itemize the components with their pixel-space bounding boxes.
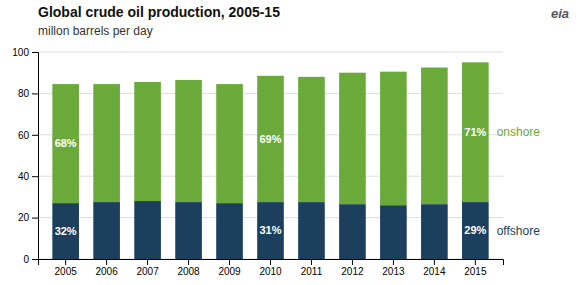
bar <box>380 205 407 259</box>
tick: 2009 <box>218 259 241 277</box>
tick-mark <box>434 259 435 265</box>
bar <box>52 84 79 203</box>
bar <box>216 84 243 203</box>
tick-label: 40 <box>18 171 30 182</box>
bar <box>298 77 325 202</box>
bar <box>134 82 161 201</box>
annotation: 31% <box>259 224 281 236</box>
subtitle: millon barrels per day <box>38 24 153 38</box>
bar <box>462 202 489 259</box>
tick-label: 2012 <box>341 266 364 277</box>
bar <box>298 202 325 259</box>
tick-label: 2015 <box>464 266 487 277</box>
tick-label: 2011 <box>301 266 323 277</box>
tick-mark <box>270 259 271 265</box>
legend-entry: offshore <box>497 224 540 238</box>
annotation: 69% <box>259 133 281 145</box>
bar <box>216 203 243 259</box>
tick-mark <box>32 52 38 53</box>
tick-label: 2007 <box>136 266 159 277</box>
tick-label: 2008 <box>177 266 200 277</box>
bar <box>257 202 284 259</box>
tick-label: 2005 <box>55 266 78 277</box>
title: Global crude oil production, 2005-15 <box>38 4 280 20</box>
plot: 0 20 40 60 80 100 2005 2006 2007 2008 2009 2010 2011… <box>12 47 540 277</box>
bar <box>421 68 448 205</box>
tick-label: 2013 <box>382 266 405 277</box>
annotation: 71% <box>464 126 486 138</box>
bar <box>339 73 366 204</box>
tick: 100 <box>12 47 38 58</box>
annotation: 68% <box>55 137 77 149</box>
tick-label: 80 <box>18 88 30 99</box>
bar-series <box>52 62 488 205</box>
legend: offshore onshore <box>497 125 541 237</box>
chart: Global crude oil production, 2005-15 mill… <box>0 0 581 285</box>
annotation: 29% <box>464 224 486 236</box>
tick: 20 <box>18 212 38 223</box>
tick: 2005 <box>55 259 78 277</box>
tick: 0 <box>23 254 38 265</box>
bar <box>134 201 161 259</box>
tick: 2012 <box>341 259 364 277</box>
tick-label: 20 <box>18 212 30 223</box>
bar <box>52 203 79 259</box>
bar <box>175 202 202 259</box>
tick: 2011 <box>301 259 323 277</box>
tick-mark <box>106 259 107 265</box>
tick: 80 <box>18 88 38 99</box>
tick-mark <box>32 135 38 136</box>
tick-label: 2009 <box>218 266 241 277</box>
tick: 2015 <box>464 259 487 277</box>
bar-series <box>52 201 488 259</box>
tick-label: 2010 <box>259 266 282 277</box>
bar <box>175 80 202 202</box>
tick: 2006 <box>95 259 118 277</box>
tick: 2014 <box>423 259 446 277</box>
logo: eia <box>551 6 569 21</box>
x-axis: 2005 2006 2007 2008 2009 2010 2011 2012 2013 2014… <box>39 259 504 277</box>
tick-mark <box>229 259 230 265</box>
grid <box>38 52 503 259</box>
bars <box>52 62 488 259</box>
tick-mark <box>352 259 353 265</box>
bar <box>462 62 489 202</box>
tick-mark <box>32 259 38 260</box>
annotation: 32% <box>55 225 77 237</box>
tick: 60 <box>18 130 38 141</box>
bar <box>421 204 448 259</box>
tick-mark <box>311 259 312 265</box>
axis-line <box>39 260 504 266</box>
tick: 2007 <box>136 259 159 277</box>
bar <box>93 202 120 259</box>
tick: 2013 <box>382 259 405 277</box>
tick-mark <box>188 259 189 265</box>
tick-label: 2014 <box>423 266 446 277</box>
tick: 2010 <box>259 259 282 277</box>
tick-mark <box>147 259 148 265</box>
bar <box>380 72 407 206</box>
tick-mark <box>393 259 394 265</box>
tick-mark <box>32 93 38 94</box>
tick: 2008 <box>177 259 200 277</box>
axis-line <box>32 53 39 260</box>
bar <box>257 76 284 202</box>
tick-label: 100 <box>12 47 29 58</box>
tick-mark <box>65 259 66 265</box>
bar <box>339 204 366 259</box>
tick: 40 <box>18 171 38 182</box>
tick-mark <box>475 259 476 265</box>
tick-mark <box>32 176 38 177</box>
y-axis: 0 20 40 60 80 100 <box>12 47 38 265</box>
tick-label: 2006 <box>95 266 118 277</box>
tick-label: 60 <box>18 130 30 141</box>
grid-line <box>38 52 503 53</box>
tick-mark <box>32 218 38 219</box>
tick-label: 0 <box>23 254 29 265</box>
bar <box>93 84 120 202</box>
legend-entry: onshore <box>497 125 541 139</box>
annotations: 32% 68% 31% 69% 29% 71% eia <box>55 6 569 237</box>
